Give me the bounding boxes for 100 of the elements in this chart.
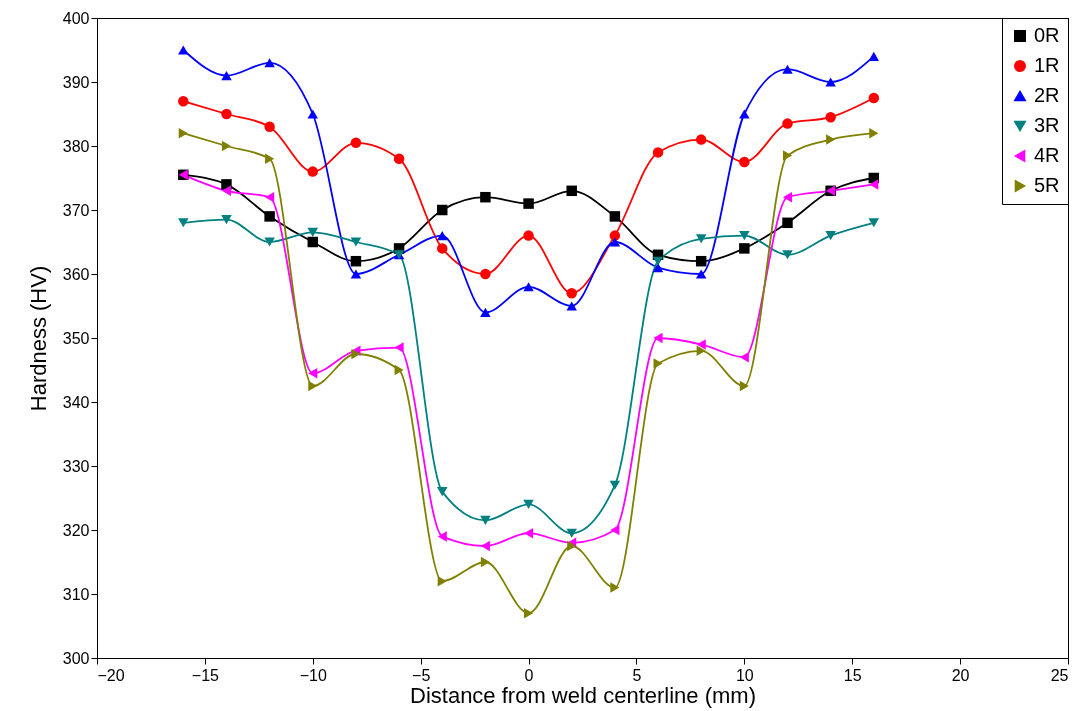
x-tick-label: −20 [97, 666, 125, 684]
point [350, 269, 362, 279]
point [695, 234, 707, 244]
point [394, 342, 404, 353]
legend-label: 0R [1034, 24, 1060, 46]
legend-label: 5R [1034, 174, 1060, 196]
y-tick-label: 350 [62, 329, 90, 347]
y-tick-label: 340 [62, 393, 90, 411]
x-tick-label: 15 [843, 666, 862, 684]
point [695, 255, 707, 267]
point [652, 147, 664, 158]
point [393, 153, 405, 165]
point [609, 211, 621, 222]
point [308, 380, 318, 392]
point [394, 364, 404, 376]
point [350, 137, 362, 149]
point [480, 191, 491, 203]
point [437, 231, 448, 241]
point [523, 282, 534, 292]
point [653, 358, 663, 369]
y-tick-label: 380 [62, 137, 90, 155]
point [869, 127, 879, 139]
point [739, 109, 750, 119]
point [221, 71, 232, 81]
point [307, 109, 319, 119]
point [221, 108, 232, 120]
point [480, 556, 490, 568]
point [782, 64, 793, 74]
y-tick-label: 360 [62, 265, 90, 283]
point [869, 179, 879, 190]
point [523, 230, 534, 241]
point [178, 127, 188, 139]
point [695, 269, 707, 279]
x-tick-label: −15 [191, 666, 220, 684]
point [782, 250, 793, 260]
x-tick-label: 5 [632, 666, 642, 684]
point [653, 332, 663, 344]
point [523, 198, 534, 209]
point [524, 527, 534, 539]
point [480, 540, 490, 552]
point [437, 575, 447, 587]
point [868, 51, 880, 61]
point [739, 243, 750, 254]
point [264, 237, 275, 247]
point [350, 255, 362, 267]
point [480, 307, 491, 317]
x-tick-label: −5 [412, 666, 431, 684]
x-tick-label: 10 [735, 666, 754, 684]
point [178, 45, 189, 55]
point [825, 111, 836, 123]
x-tick-label: −10 [299, 666, 327, 684]
point [308, 367, 318, 379]
point [739, 351, 749, 363]
point [437, 243, 448, 254]
y-axis-title: Hardness (HV) [25, 265, 51, 412]
point [524, 607, 534, 619]
point [825, 77, 836, 87]
point [307, 227, 319, 237]
point [695, 134, 707, 145]
y-tick-label: 330 [62, 457, 90, 475]
x-tick-label: 25 [1050, 666, 1069, 684]
x-tick-label: 0 [524, 666, 534, 684]
y-tick-label: 370 [62, 201, 90, 219]
point [609, 230, 621, 241]
point [221, 185, 232, 197]
point [265, 153, 275, 165]
point [825, 231, 836, 241]
point [696, 339, 706, 350]
point [264, 121, 275, 133]
point [868, 218, 880, 228]
point [739, 380, 749, 392]
point [782, 150, 793, 161]
point [566, 185, 577, 197]
point [480, 515, 491, 525]
point [782, 217, 793, 229]
point [307, 236, 319, 248]
point [566, 287, 577, 299]
point [221, 215, 232, 225]
x-tick-label: 20 [951, 666, 970, 684]
point [826, 134, 836, 145]
point [437, 487, 448, 497]
legend-label: 2R [1034, 84, 1060, 106]
point [782, 191, 793, 203]
y-tick-label: 300 [62, 649, 90, 667]
point [868, 92, 880, 104]
point [265, 191, 275, 203]
legend-label: 4R [1034, 144, 1060, 166]
point [437, 204, 448, 216]
point [178, 95, 189, 107]
point [652, 263, 664, 273]
point [739, 156, 750, 168]
y-tick-label: 310 [62, 585, 90, 603]
point [221, 140, 232, 152]
point [264, 211, 275, 222]
point [437, 531, 447, 542]
y-tick-label: 390 [62, 73, 90, 91]
point [566, 301, 577, 311]
point [264, 58, 275, 68]
point [610, 582, 620, 593]
point [652, 256, 664, 266]
